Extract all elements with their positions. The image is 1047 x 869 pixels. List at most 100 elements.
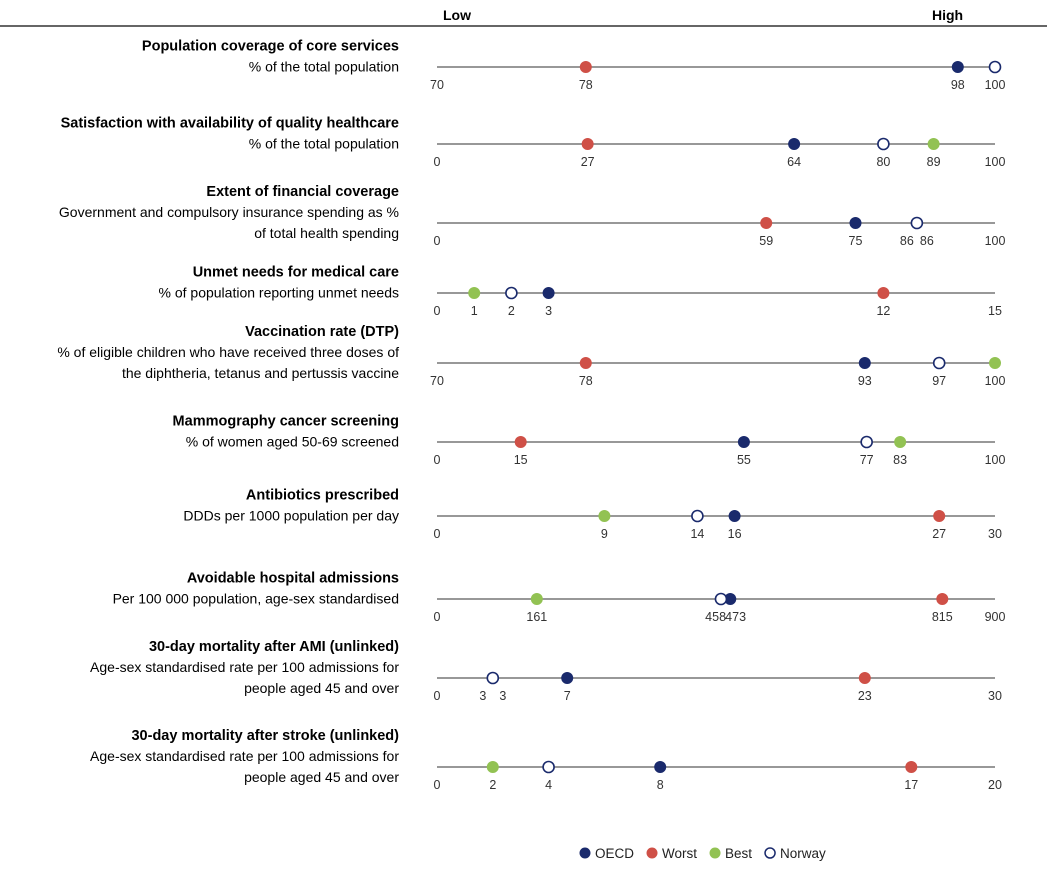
value-label-oecd: 64	[787, 155, 801, 169]
value-label-oecd: 3	[545, 304, 552, 318]
indicator-subtitle: people aged 45 and over	[244, 769, 399, 785]
axis-min-label: 0	[434, 155, 441, 169]
marker-norway	[860, 435, 873, 449]
axis-max-label: 20	[988, 778, 1002, 792]
indicator-title: Mammography cancer screening	[173, 414, 399, 430]
marker-norway	[932, 356, 946, 370]
marker-worst	[760, 217, 773, 229]
value-label-oecd: 93	[858, 374, 872, 388]
marker-worst	[858, 672, 871, 684]
indicator-row: Antibiotics prescribed DDDs per 1000 popu…	[183, 488, 1002, 542]
indicator-subtitle: the diphtheria, tetanus and pertussis va…	[122, 365, 399, 381]
value-label-norway: 2	[508, 304, 515, 318]
marker-oecd	[654, 761, 667, 773]
marker-best	[468, 287, 481, 299]
legend-item-best: Best	[709, 846, 752, 861]
indicator-title: Avoidable hospital admissions	[187, 571, 399, 587]
marker-norway	[988, 60, 1002, 74]
axis-min-label: 0	[434, 234, 441, 248]
marker-norway	[714, 592, 728, 606]
indicator-row: Satisfaction with availability of qualit…	[61, 116, 1006, 170]
value-label-worst: 78	[579, 374, 593, 388]
header-low: Low	[443, 7, 471, 23]
marker-oecd	[788, 138, 801, 150]
value-label-best: 9	[601, 527, 608, 541]
indicator-subtitle: % of the total population	[249, 59, 399, 75]
axis-max-label: 100	[985, 155, 1006, 169]
legend-label: Best	[725, 846, 752, 861]
indicator-subtitle: DDDs per 1000 population per day	[183, 508, 399, 524]
legend-label: Norway	[780, 846, 826, 861]
value-label-best: 1	[471, 304, 478, 318]
marker-oecd	[737, 436, 750, 448]
value-label-worst: 23	[858, 689, 872, 703]
value-label-best: 89	[927, 155, 941, 169]
axis-min-label: 70	[430, 374, 444, 388]
value-label-norway: 97	[932, 374, 946, 388]
value-label-worst: 15	[514, 453, 528, 467]
marker-best	[989, 357, 1001, 369]
indicator-row: 30-day mortality after AMI (unlinked) Age…	[90, 639, 1002, 703]
marker-worst	[905, 761, 918, 773]
indicator-row: Population coverage of core services % of…	[142, 39, 1006, 93]
axis-min-label: 70	[430, 78, 444, 92]
legend-marker-worst	[646, 847, 658, 859]
marker-norway	[691, 509, 704, 523]
marker-worst	[579, 61, 592, 73]
value-label-oecd: 7	[564, 689, 571, 703]
indicator-title: Satisfaction with availability of qualit…	[61, 116, 399, 132]
legend-label: Worst	[662, 846, 697, 861]
marker-norway	[505, 286, 518, 300]
axis-max-label: 15	[988, 304, 1002, 318]
marker-norway	[486, 671, 500, 685]
indicator-subtitle: % of women aged 50-69 screened	[186, 434, 399, 450]
marker-best	[927, 138, 940, 150]
marker-best	[530, 593, 543, 605]
value-label-worst: 59	[759, 234, 773, 248]
value-label-norway: 3	[499, 689, 506, 703]
value-label-best: 3	[479, 689, 486, 703]
indicator-row: 30-day mortality after stroke (unlinked)…	[90, 728, 1002, 792]
value-label-worst: 27	[932, 527, 946, 541]
indicator-row: Vaccination rate (DTP) % of eligible chil…	[57, 324, 1005, 388]
value-label-best: 2	[489, 778, 496, 792]
indicator-title: 30-day mortality after stroke (unlinked)	[131, 728, 399, 744]
marker-worst	[514, 436, 527, 448]
value-label-worst: 12	[876, 304, 890, 318]
value-label-oecd: 75	[849, 234, 863, 248]
indicator-subtitle: % of eligible children who have received…	[57, 344, 399, 360]
marker-oecd	[728, 510, 741, 522]
marker-worst	[877, 287, 890, 299]
marker-oecd	[561, 672, 574, 684]
indicator-subtitle: Age-sex standardised rate per 100 admiss…	[90, 748, 399, 764]
legend-marker-best	[709, 847, 721, 859]
value-label-oecd: 473	[725, 610, 746, 624]
axis-max-label: 900	[985, 610, 1006, 624]
axis-min-label: 0	[434, 453, 441, 467]
indicator-title: Population coverage of core services	[142, 39, 399, 55]
axis-max-label: 100	[985, 78, 1006, 92]
value-label-oecd: 8	[657, 778, 664, 792]
value-label-best: 86	[900, 234, 914, 248]
indicator-rows: Population coverage of core services % of…	[57, 39, 1005, 793]
indicator-title: Vaccination rate (DTP)	[245, 324, 399, 340]
indicator-subtitle: Age-sex standardised rate per 100 admiss…	[90, 659, 399, 675]
header-high: High	[932, 7, 963, 23]
axis-max-label: 100	[985, 453, 1006, 467]
axis-min-label: 0	[434, 778, 441, 792]
marker-norway	[542, 760, 555, 774]
marker-best	[598, 510, 611, 522]
value-label-best: 161	[526, 610, 547, 624]
value-label-best: 100	[985, 374, 1006, 388]
axis-max-label: 30	[988, 527, 1002, 541]
indicator-row: Extent of financial coverage Government a…	[59, 184, 1006, 248]
value-label-oecd: 98	[951, 78, 965, 92]
legend-item-norway: Norway	[764, 846, 826, 861]
legend: OECD Worst Best Norway	[579, 846, 826, 861]
indicator-title: Unmet needs for medical care	[193, 265, 399, 281]
indicator-row: Unmet needs for medical care % of populat…	[159, 265, 1002, 319]
marker-norway	[877, 137, 890, 151]
marker-worst	[936, 593, 949, 605]
axis-min-label: 0	[434, 689, 441, 703]
